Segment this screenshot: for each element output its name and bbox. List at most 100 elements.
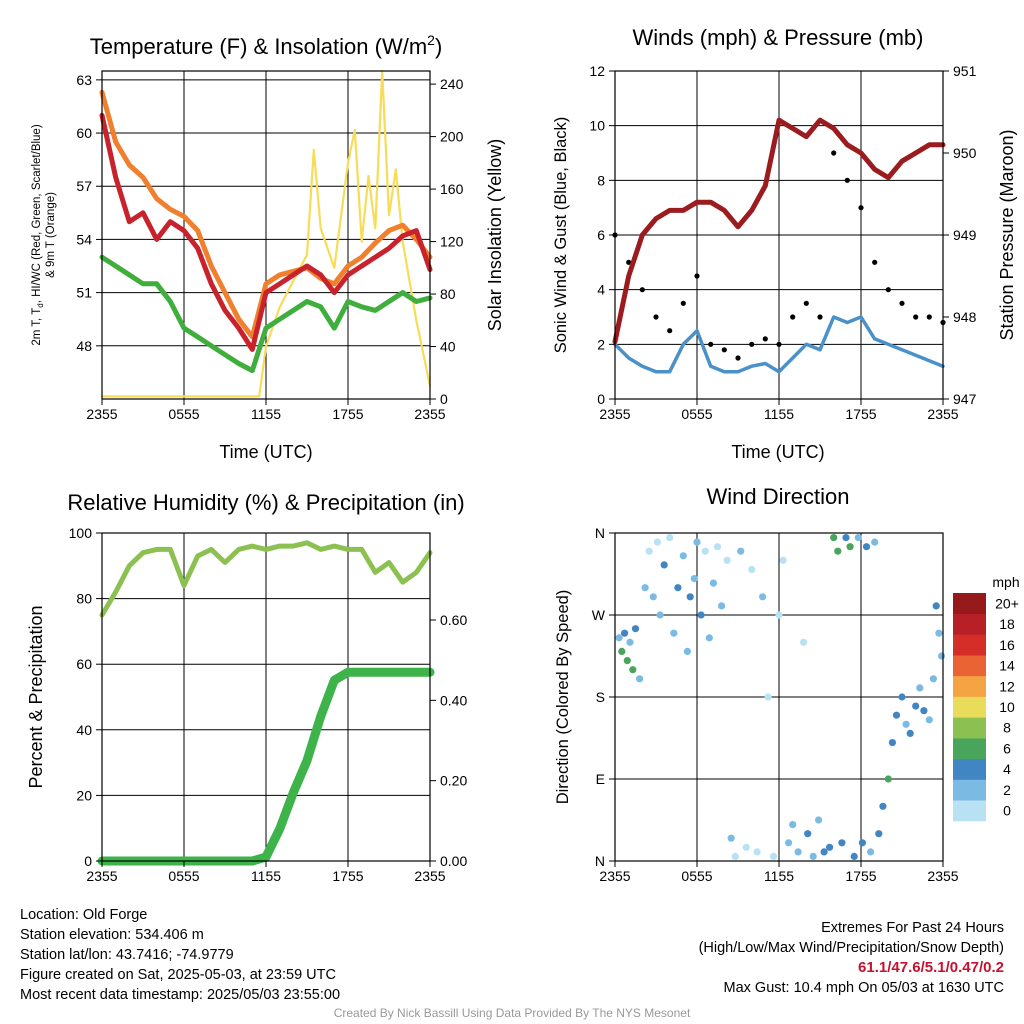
temp-9m-line bbox=[99, 89, 433, 340]
y-tick-label: 40 bbox=[76, 722, 92, 738]
winds-y-label: Sonic Wind & Gust (Blue, Black) bbox=[552, 117, 570, 354]
credit-line: Created By Nick Bassill Using Data Provi… bbox=[333, 1006, 691, 1020]
wind-direction-point bbox=[815, 816, 823, 824]
wind-direction-point bbox=[838, 839, 846, 847]
sonic-wind-line bbox=[613, 315, 945, 374]
wind-direction-point bbox=[842, 534, 850, 542]
x-tick-label: 0555 bbox=[681, 868, 712, 884]
wind-direction-point bbox=[693, 538, 701, 546]
x-tick-label: 2355 bbox=[414, 406, 445, 422]
y-tick-label: E bbox=[596, 771, 605, 787]
colorbar-swatch bbox=[953, 593, 986, 614]
colorbar-label: 12 bbox=[999, 678, 1015, 694]
extremes-title: Extremes For Past 24 Hours bbox=[821, 920, 1004, 936]
x-tick-label: 0555 bbox=[168, 868, 199, 884]
colorbar-swatch bbox=[953, 655, 986, 677]
wind-direction-point bbox=[618, 647, 626, 656]
wind-direction-point bbox=[742, 843, 750, 851]
wind-direction-point bbox=[800, 638, 808, 646]
y2-tick-label: 947 bbox=[953, 391, 977, 407]
wind-direction-point bbox=[679, 552, 687, 560]
gust-point bbox=[776, 341, 782, 347]
y-tick-label: 51 bbox=[76, 285, 92, 301]
humidity-y-label: Percent & Precipitation bbox=[26, 605, 46, 788]
dewpoint-line bbox=[99, 254, 433, 374]
wind-direction-point bbox=[830, 534, 838, 542]
y2-tick-label: 951 bbox=[953, 63, 977, 79]
y2-tick-label: 0.00 bbox=[440, 853, 467, 869]
wind-direction-point bbox=[902, 720, 910, 728]
gust-point bbox=[721, 347, 727, 353]
colorbar-label: 6 bbox=[1003, 740, 1011, 756]
wind-direction-point bbox=[932, 602, 940, 610]
colorbar-swatch bbox=[953, 634, 986, 656]
humidity-title: Relative Humidity (%) & Precipitation (i… bbox=[67, 490, 464, 515]
gust-point bbox=[790, 314, 796, 320]
wind-direction-point bbox=[929, 675, 938, 683]
colorbar-swatch bbox=[953, 675, 986, 697]
wind-direction-point bbox=[641, 584, 649, 592]
insolation-line bbox=[100, 69, 432, 398]
wind-direction-point bbox=[615, 634, 623, 642]
y-tick-label: 54 bbox=[76, 231, 92, 247]
wind-direction-point bbox=[666, 534, 674, 542]
gust-point bbox=[858, 205, 864, 211]
x-tick-label: 0555 bbox=[168, 406, 199, 422]
x-tick-label: 2355 bbox=[414, 868, 445, 884]
x-tick-label: 1155 bbox=[251, 406, 281, 422]
y-tick-label: N bbox=[595, 525, 605, 541]
y2-tick-label: 40 bbox=[440, 339, 456, 355]
wind-direction-point bbox=[916, 684, 924, 692]
wind-direction-point bbox=[871, 538, 879, 546]
y-tick-label: 57 bbox=[76, 178, 92, 194]
gust-point bbox=[803, 300, 809, 306]
wind-direction-point bbox=[645, 547, 653, 555]
y-tick-label: 0 bbox=[597, 391, 605, 407]
gust-point bbox=[762, 336, 768, 342]
y-tick-label: 4 bbox=[597, 282, 605, 298]
wind-direction-point bbox=[826, 843, 834, 851]
station-info: Location: Old Forge Station elevation: 5… bbox=[20, 905, 340, 1005]
y-tick-label: 6 bbox=[597, 227, 605, 243]
gust-point bbox=[749, 341, 755, 347]
x-tick-label: 2355 bbox=[927, 868, 958, 884]
y-tick-label: 48 bbox=[76, 338, 92, 354]
gust-point bbox=[899, 300, 905, 306]
wind-direction-point bbox=[858, 839, 867, 847]
humidity-line bbox=[99, 540, 433, 618]
wind-direction-title: Wind Direction bbox=[706, 484, 849, 509]
y2-tick-label: 0.20 bbox=[440, 773, 467, 789]
y-tick-label: 8 bbox=[597, 172, 605, 188]
y2-tick-label: 950 bbox=[953, 145, 977, 161]
temp-2m-line bbox=[99, 112, 433, 352]
wind-direction-point bbox=[875, 830, 883, 838]
y-tick-label: 60 bbox=[76, 125, 92, 141]
winds-x-label: Time (UTC) bbox=[731, 442, 824, 462]
colorbar-label: 4 bbox=[1003, 761, 1011, 777]
figure-created: Figure created on Sat, 2025-05-03, at 23… bbox=[20, 967, 336, 983]
y2-tick-label: 0.60 bbox=[440, 612, 467, 628]
colorbar-swatch bbox=[953, 696, 986, 718]
winds-panel: Winds (mph) & Pressure (mb) 0 2 4 6 8 10 12 947… bbox=[552, 25, 1017, 462]
x-tick-label: 2355 bbox=[86, 868, 117, 884]
temperature-ticks: 48 51 54 57 60 63 0 40 80 120 160 200 240 2355 0555 115… bbox=[76, 72, 463, 422]
station-latlon: Station lat/lon: 43.7416; -74.9779 bbox=[20, 947, 234, 963]
max-gust: Max Gust: 10.4 mph On 05/03 at 1630 UTC bbox=[723, 980, 1004, 996]
wind-direction-point bbox=[686, 593, 694, 601]
wind-direction-point bbox=[697, 611, 705, 619]
wind-direction-point bbox=[731, 852, 739, 861]
gust-point bbox=[626, 259, 632, 265]
y2-tick-label: 240 bbox=[440, 76, 464, 92]
wind-direction-point bbox=[938, 652, 946, 660]
y-tick-label: N bbox=[595, 853, 605, 869]
wind-direction-point bbox=[892, 711, 901, 719]
wind-direction-point bbox=[674, 584, 682, 592]
wind-direction-point bbox=[809, 852, 817, 861]
wind-direction-point bbox=[764, 693, 772, 701]
humidity-grid bbox=[102, 532, 430, 862]
x-tick-label: 1155 bbox=[764, 868, 794, 884]
wind-direction-point bbox=[649, 593, 657, 601]
y2-tick-label: 0 bbox=[440, 391, 448, 407]
y-tick-label: 60 bbox=[76, 656, 92, 672]
